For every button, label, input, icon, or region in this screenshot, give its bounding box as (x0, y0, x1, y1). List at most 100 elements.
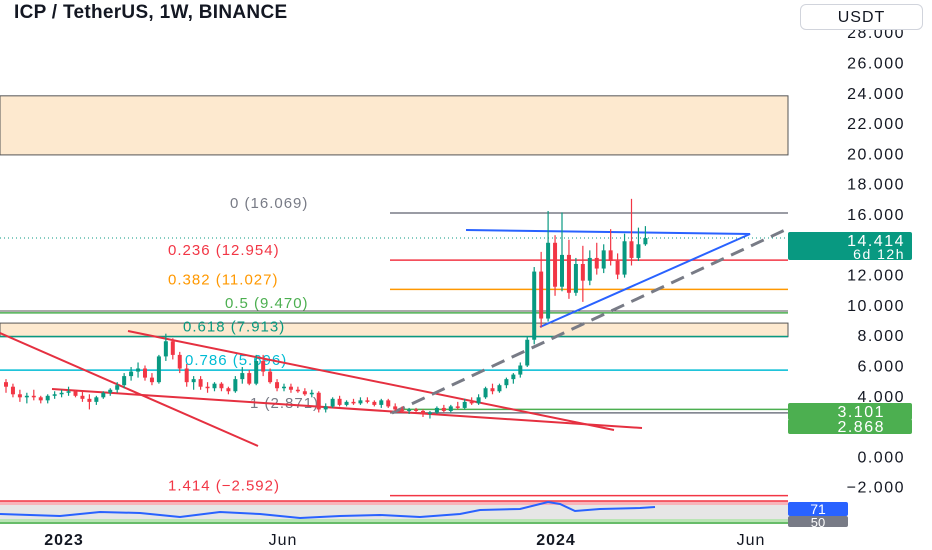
candle-body-31 (219, 383, 224, 389)
candle-body-65 (455, 406, 460, 408)
candle-body-54 (379, 400, 384, 405)
candle-body-39 (275, 382, 280, 389)
candle-body-23 (163, 341, 168, 357)
candle-body-80 (560, 254, 564, 287)
candle-body-51 (358, 400, 363, 404)
candle-body-86 (601, 250, 606, 269)
fib-label-5: 0.786 (5.696) (185, 352, 287, 369)
price-tick-4: 20.000 (847, 146, 905, 163)
candle-body-22 (156, 356, 161, 383)
candle-body-7 (52, 394, 57, 396)
candle-body-52 (365, 400, 370, 402)
candle-body-9 (66, 391, 71, 393)
candle-body-3 (24, 395, 29, 398)
candle-body-12 (87, 398, 92, 402)
candle-body-41 (288, 386, 293, 390)
price-tick-2: 24.000 (847, 86, 905, 103)
candle-body-48 (337, 398, 342, 405)
rsi-value-text: 71 (810, 501, 826, 517)
candle-body-70 (490, 388, 495, 392)
candle-body-78 (546, 242, 551, 319)
time-label-2: 2024 (536, 532, 576, 549)
candle-body-16 (115, 385, 120, 390)
candle-body-55 (386, 400, 391, 407)
candle-body-92 (643, 238, 648, 245)
candle-body-44 (309, 392, 314, 395)
rsi-ref-box (788, 516, 848, 527)
price-tick-10: 6.000 (857, 359, 905, 376)
candle-body-34 (240, 373, 245, 380)
price-tick-1: 26.000 (847, 56, 905, 73)
candle-body-27 (191, 379, 196, 383)
zone-1 (0, 322, 789, 338)
candle-body-25 (177, 354, 182, 369)
candle-body-6 (45, 395, 50, 401)
price-tick-12: 0.000 (857, 449, 905, 466)
zone-0 (0, 95, 789, 156)
fib-label-7: 1.414 (−2.592) (168, 478, 280, 495)
level-a-text: 3.101 (837, 404, 885, 421)
time-axis[interactable]: 2023 Jun 2024 Jun (44, 532, 765, 549)
candle-body-32 (226, 388, 231, 392)
candle-body-56 (393, 406, 398, 410)
rsi-panel (0, 500, 788, 524)
candle-body-36 (254, 360, 259, 384)
candle-body-10 (73, 391, 78, 396)
price-tick-5: 18.000 (847, 177, 905, 194)
fibonacci-retracement[interactable]: 0 (16.069) 0.236 (12.954) 0.382 (11.027) 0.… (0, 195, 788, 497)
candle-body-58 (407, 409, 412, 411)
time-label-3: Jun (737, 532, 766, 549)
candle-body-21 (149, 377, 154, 383)
drawn-trendlines[interactable] (0, 228, 786, 447)
trendline-steep (0, 332, 259, 447)
candle-body-90 (629, 241, 634, 258)
candle-body-85 (594, 257, 599, 269)
candle-body-69 (483, 388, 488, 398)
candle-body-1 (10, 386, 15, 395)
candlestick-series (0, 198, 788, 419)
rsi-ref-text: 50 (811, 515, 825, 530)
level-b-text: 2.868 (837, 419, 885, 436)
candle-body-42 (295, 389, 300, 392)
candle-body-49 (344, 401, 349, 405)
time-label-0: 2023 (44, 532, 84, 549)
candle-body-5 (38, 397, 43, 401)
price-axis[interactable]: 28.00026.00024.00022.00020.00018.00016.0… (847, 25, 905, 497)
candle-body-79 (553, 242, 558, 287)
last-price-box (788, 232, 912, 260)
candle-body-68 (476, 397, 481, 404)
candle-body-73 (511, 374, 516, 380)
price-tick-11: 4.000 (857, 389, 905, 406)
candle-body-87 (608, 250, 613, 261)
price-tick-13: −2.000 (847, 480, 905, 497)
currency-selector[interactable]: USDT (800, 4, 923, 30)
level-a-box (788, 403, 912, 420)
candle-body-59 (414, 409, 419, 411)
candle-body-2 (17, 394, 22, 398)
candle-body-53 (372, 401, 377, 405)
price-tick-3: 22.000 (847, 116, 905, 133)
candle-body-62 (434, 407, 439, 413)
candle-body-64 (448, 406, 453, 411)
price-tick-9: 8.000 (857, 328, 905, 345)
rsi-oversold-band (0, 519, 788, 524)
candle-body-11 (80, 395, 85, 399)
fib-label-1: 0.236 (12.954) (168, 242, 280, 259)
price-tick-8: 10.000 (847, 298, 905, 315)
candle-body-37 (261, 360, 266, 372)
candle-body-88 (615, 260, 620, 275)
candle-body-66 (462, 401, 467, 408)
fib-label-2: 0.382 (11.027) (168, 271, 278, 288)
candle-body-82 (573, 263, 578, 293)
candle-body-67 (469, 401, 474, 404)
candle-body-14 (101, 392, 106, 398)
candle-body-26 (184, 368, 189, 383)
candle-body-57 (400, 409, 405, 411)
level-b-box (788, 419, 912, 434)
symbol-title[interactable]: ICP / TetherUS, 1W, BINANCE (14, 2, 288, 23)
candle-body-43 (302, 391, 307, 395)
fib-label-0: 0 (16.069) (230, 195, 308, 212)
candle-body-71 (497, 385, 502, 392)
